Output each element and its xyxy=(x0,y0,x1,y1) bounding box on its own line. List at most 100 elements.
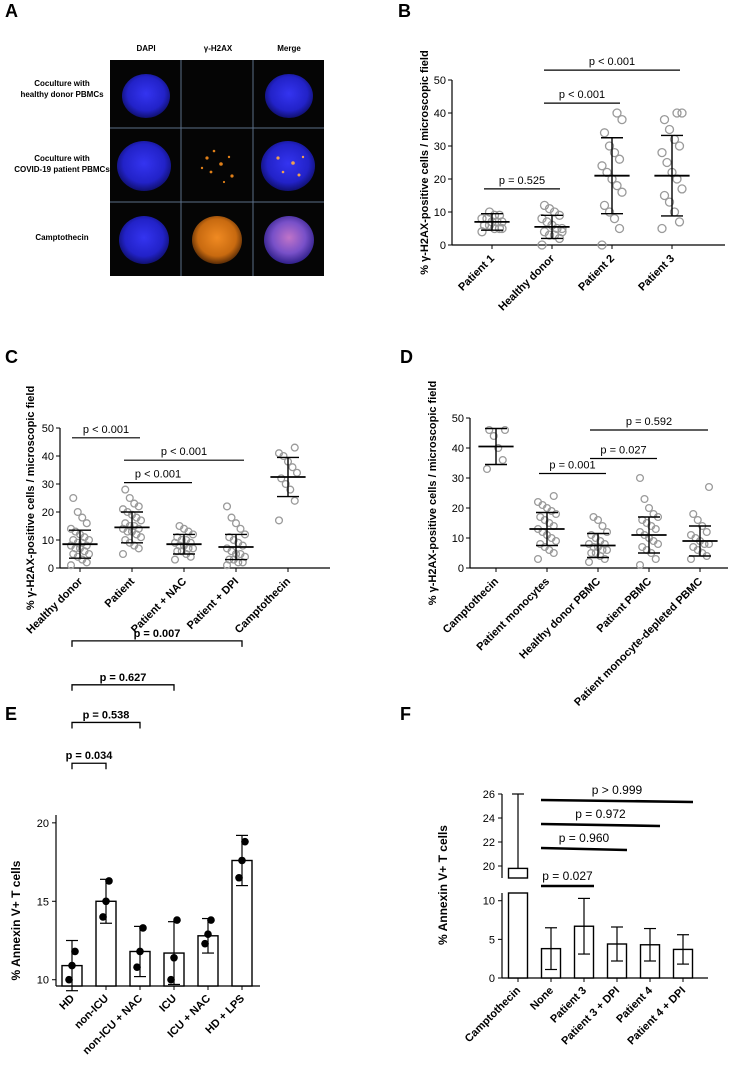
nucleus-merge-camptothecin xyxy=(264,216,314,264)
data-point xyxy=(557,223,567,234)
data-point xyxy=(533,554,543,564)
x-tick-label: Patient 1 xyxy=(456,253,497,294)
data-point xyxy=(677,184,687,194)
data-point xyxy=(614,223,625,234)
data-point xyxy=(494,443,503,453)
data-point xyxy=(204,930,212,939)
data-point xyxy=(549,491,558,501)
y-tick-label: 10 xyxy=(42,535,54,547)
y-tick-label: 15 xyxy=(37,896,49,908)
data-point xyxy=(231,519,241,528)
y-tick-label: 0 xyxy=(489,973,495,985)
data-point xyxy=(274,516,284,525)
p-value-label: p = 0.592 xyxy=(626,416,672,428)
x-tick-label: None xyxy=(528,985,556,1013)
p-value-label: p = 0.972 xyxy=(575,807,626,821)
panel-letter-c: C xyxy=(5,347,18,367)
y-axis-label: % Annexin V+ T cells xyxy=(9,860,23,980)
data-point xyxy=(170,555,180,564)
y-tick-label: 22 xyxy=(483,837,495,849)
y-tick-label: 20 xyxy=(434,174,446,186)
data-point xyxy=(609,213,620,224)
data-point xyxy=(598,521,607,531)
data-point xyxy=(584,557,594,567)
data-point xyxy=(659,190,670,201)
panel-letter-f: F xyxy=(400,704,411,724)
panel-letter-b: B xyxy=(398,1,411,21)
comparison-line xyxy=(540,798,694,804)
col-header-dapi: DAPI xyxy=(136,44,155,53)
p-value-label: p = 0.538 xyxy=(83,709,130,721)
data-point xyxy=(651,554,660,564)
p-value-label: p < 0.001 xyxy=(589,56,635,68)
y-tick-label: 50 xyxy=(452,413,464,425)
data-point xyxy=(236,524,245,533)
data-point xyxy=(587,530,596,540)
y-tick-label: 20 xyxy=(37,818,49,830)
y-tick-label: 10 xyxy=(37,975,49,987)
nucleus-dapi-covid xyxy=(117,141,171,191)
y-axis-label: % γ-H2AX-positive cells / microscopic fi… xyxy=(419,50,431,274)
data-point xyxy=(489,431,498,441)
data-point xyxy=(539,227,550,237)
data-point xyxy=(662,157,672,168)
data-point xyxy=(635,473,645,483)
x-tick-label: Camptothecin xyxy=(463,984,524,1045)
data-point xyxy=(235,873,243,882)
data-point xyxy=(102,897,110,906)
y-tick-label: 20 xyxy=(42,507,54,519)
data-point xyxy=(597,240,607,250)
comparison-bracket xyxy=(71,684,175,691)
data-point xyxy=(674,217,685,227)
comparison-line xyxy=(540,846,628,852)
data-point xyxy=(238,856,246,865)
row-label-healthy-1: Coculture with xyxy=(34,79,90,88)
row-label-covid-2: COVID-19 patient PBMCs xyxy=(14,165,110,174)
data-point xyxy=(170,953,178,962)
data-point xyxy=(599,200,610,211)
comparison-bracket xyxy=(71,640,243,647)
y-tick-label: 30 xyxy=(452,473,464,485)
nucleus-dapi-camptothecin xyxy=(119,216,169,264)
data-point xyxy=(222,502,232,511)
y-tick-label: 20 xyxy=(483,861,495,873)
data-point xyxy=(274,449,284,458)
y-tick-label: 40 xyxy=(452,443,464,455)
data-point xyxy=(236,549,245,559)
panel-letter-d: D xyxy=(400,347,413,367)
data-point xyxy=(66,524,76,533)
y-tick-label: 10 xyxy=(452,533,464,545)
y-tick-label: 26 xyxy=(483,789,495,801)
comparison-bracket xyxy=(71,762,107,770)
data-point xyxy=(136,947,144,956)
p-value-label: p = 0.007 xyxy=(134,628,181,640)
data-point xyxy=(227,513,236,522)
data-point xyxy=(167,975,175,984)
p-value-label: p = 0.627 xyxy=(100,672,147,684)
nucleus-dapi-healthy xyxy=(122,74,170,118)
data-point xyxy=(78,513,87,522)
row-label-camptothecin: Camptothecin xyxy=(35,233,88,242)
data-point xyxy=(614,154,625,164)
data-point xyxy=(602,527,612,537)
data-point xyxy=(241,837,249,846)
data-point xyxy=(677,108,687,118)
y-tick-label: 40 xyxy=(42,451,54,463)
data-point xyxy=(71,947,79,956)
col-header-gh2ax: γ-H2AX xyxy=(204,44,233,53)
y-axis-label: % γ-H2AX-positive cells / microscopic fi… xyxy=(25,386,37,610)
y-axis-label: % γ-H2AX-positive cells / microscopic fi… xyxy=(427,381,439,605)
data-point xyxy=(130,521,139,531)
data-point xyxy=(139,924,147,932)
comparison-line xyxy=(540,822,661,828)
data-point xyxy=(73,507,82,517)
data-point xyxy=(664,124,675,135)
y-tick-label: 24 xyxy=(483,813,495,825)
data-point xyxy=(589,512,598,522)
data-point xyxy=(173,916,181,924)
data-point xyxy=(485,425,494,435)
data-point xyxy=(66,561,76,570)
x-tick-label: Patient 2 xyxy=(576,253,617,294)
x-tick-label: Patient + DPI xyxy=(185,576,241,632)
y-tick-label: 0 xyxy=(48,563,54,575)
